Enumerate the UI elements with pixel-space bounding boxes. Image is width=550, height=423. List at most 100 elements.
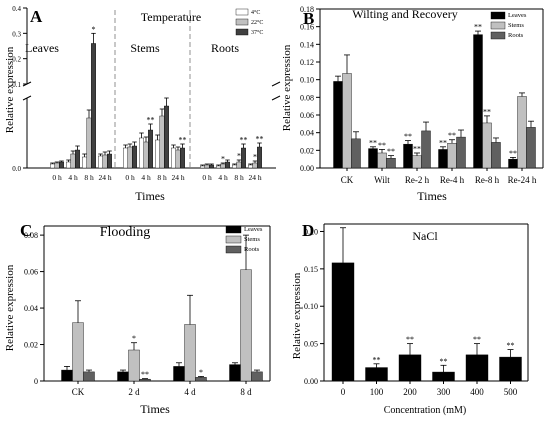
a-xtick-label-6: 8 h [157,173,167,182]
d-bar-s0-c4 [465,354,489,382]
b-legend-swatch-1 [490,21,506,30]
a-xtick-label-4: 0 h [125,173,135,182]
a-sig-5: ** [240,136,248,145]
c-sig-0: * [132,334,136,343]
a-bar-s2-c10 [241,147,246,169]
b-sig-3: ** [404,132,412,141]
a-xtick-label-11: 24 h [248,173,261,182]
a-xtick-label-1: 4 h [68,173,78,182]
b-bar-s1-c5 [517,96,527,169]
b-bar-s1-c1 [377,152,387,169]
c-bar-s0-c3 [229,364,241,382]
a-bar-s0-c0 [50,163,55,169]
c-legend-swatch-1 [225,235,242,244]
c-bar-s2-c3 [251,371,263,382]
a-ytick-label-4: 0.4 [12,5,21,13]
a-bar-s1-c7 [175,149,181,169]
a-bar-s0-c8 [200,165,205,169]
c-xtick-label-3: 8 d [240,387,252,397]
b-bar-s0-c3 [438,149,448,169]
panel-a-letter: A [30,7,43,26]
a-bar-s1-c6 [159,115,165,169]
b-xtick-label-5: Re-24 h [508,175,537,185]
panel-a-group-leaves: Leaves [25,41,59,55]
panel-d-title: NaCl [412,229,438,243]
c-xtick-label-1: 2 d [128,387,140,397]
d-bar-s0-c0 [331,262,355,382]
panel-d-ylabel: Relative expression [291,272,303,359]
c-ytick-label-3: 0.06 [24,268,38,277]
c-sig-1: ** [141,370,149,379]
a-legend-swatch-2 [235,28,249,36]
d-xtick-label-1: 100 [370,387,384,397]
a-xtick-label-2: 8 h [84,173,94,182]
b-sig-4: ** [413,144,421,153]
a-xtick-label-8: 0 h [202,173,212,182]
a-bar-s1-c5 [143,141,149,169]
panel-b-ylabel: Relative expression [281,44,293,131]
a-sig-0: * [92,25,96,34]
a-xtick-label-10: 8 h [234,173,244,182]
c-ytick-label-1: 0.02 [24,341,38,350]
b-bar-s1-c3 [447,143,457,169]
c-ytick-label-4: 0.08 [24,231,38,240]
a-sig-4: * [237,152,241,161]
a-y-break-bottom [22,95,32,101]
c-xtick-label-0: CK [72,387,85,397]
b-sig-5: ** [439,138,447,147]
a-bar-s0-c4 [123,147,128,169]
b-bar-s0-c0 [333,81,343,169]
b-sig-8: ** [483,107,491,116]
d-ytick-label-0: 0.00 [304,377,318,386]
a-x-break-bottom [271,95,281,101]
b-bar-s2-c2 [421,130,431,169]
panel-b: B Wilting and Recovery Relative expressi… [281,5,544,203]
b-ytick-label-1: 0.02 [300,146,314,155]
d-ytick-label-2: 0.10 [304,302,318,311]
b-sig-0: ** [369,138,377,147]
b-bar-s2-c4 [491,142,501,169]
panel-b-legend-label-0: Leaves [508,12,527,19]
a-sig-1: ** [147,116,155,125]
b-sig-9: ** [509,149,517,158]
d-xtick-label-4: 400 [470,387,484,397]
b-ytick-label-3: 0.06 [300,111,314,120]
b-xtick-label-2: Re-2 h [405,175,430,185]
c-bar-s1-c3 [240,269,252,382]
a-sig-3: * [221,155,225,164]
a-ytick-label-3: 0.3 [12,30,21,38]
b-bar-s0-c4 [473,34,483,169]
b-ytick-label-8: 0.16 [300,23,314,32]
a-bar-s1-c2 [86,117,92,169]
a-bar-s1-c10 [236,161,242,169]
a-bar-s1-c11 [252,162,258,169]
c-legend-swatch-2 [225,245,242,254]
a-bar-s0-c6 [155,139,160,169]
a-xtick-label-0: 0 h [52,173,62,182]
b-ytick-label-5: 0.10 [300,76,314,85]
a-bar-s0-c1 [66,161,71,169]
a-sig-6: * [253,153,257,162]
b-bar-s1-c2 [412,155,422,169]
d-sig-2: ** [440,357,448,366]
a-sig-2: ** [179,136,187,145]
panel-c-legend-label-1: Stems [244,236,260,243]
panel-b-legend-label-2: Roots [508,32,524,39]
a-bar-s0-c11 [248,164,253,169]
a-bar-s1-c1 [70,153,76,169]
b-sig-2: ** [387,147,395,156]
b-xtick-label-4: Re-8 h [475,175,500,185]
a-bar-s2-c5 [148,129,153,169]
c-bar-s0-c2 [173,366,185,382]
a-bar-s0-c2 [82,156,87,169]
a-xtick-label-3: 24 h [98,173,111,182]
b-bar-s1-c0 [342,73,352,169]
a-bar-s1-c3 [102,154,108,169]
b-sig-7: ** [474,23,482,32]
d-bar-s0-c3 [432,371,455,382]
a-xtick-label-7: 24 h [171,173,184,182]
a-bar-s2-c6 [164,105,169,169]
d-xtick-label-5: 500 [504,387,518,397]
b-ytick-label-2: 0.04 [300,129,314,138]
